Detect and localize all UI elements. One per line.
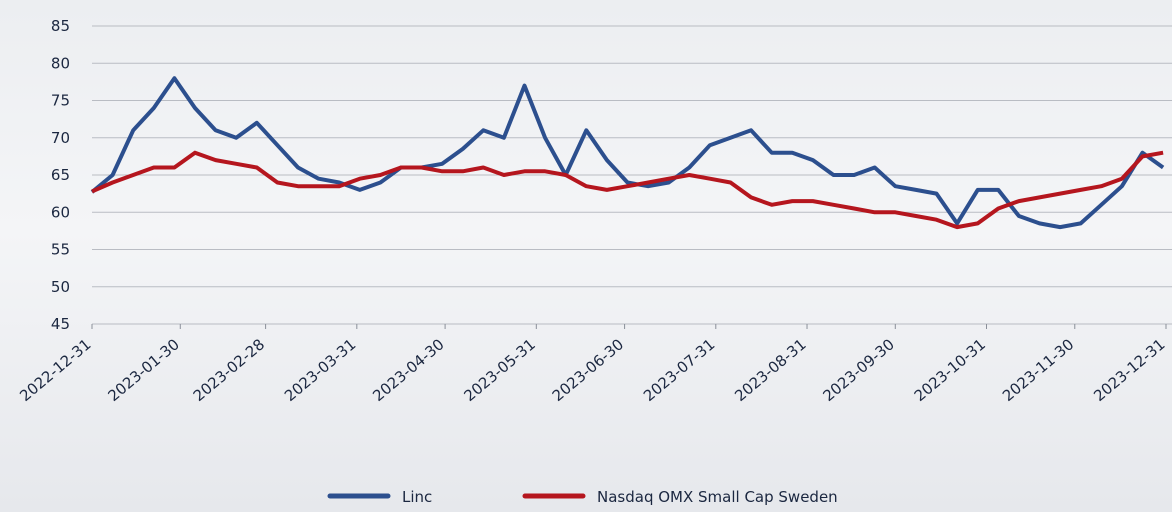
y-tick-label: 70 [51, 129, 70, 147]
y-tick-label: 60 [51, 203, 70, 221]
y-tick-label: 65 [51, 166, 70, 184]
page: {"chart_data": {"type": "line", "x": ["2… [0, 0, 1172, 512]
x-tick-label: 2023-07-31 [640, 335, 718, 405]
y-tick-label: 80 [51, 54, 70, 72]
legend-label: Nasdaq OMX Small Cap Sweden [597, 488, 838, 506]
x-tick-label: 2023-12-31 [1090, 335, 1168, 405]
legend-label: Linc [402, 488, 432, 506]
x-tick-label: 2023-11-30 [999, 335, 1077, 405]
x-tick-label: 2023-06-30 [549, 335, 627, 405]
y-tick-label: 75 [51, 92, 70, 110]
x-tick-label: 2022-12-31 [16, 335, 94, 405]
x-tick-label: 2023-02-28 [190, 335, 268, 405]
chart: 4550556065707580852022-12-312023-01-3020… [0, 0, 1172, 512]
x-tick-label: 2023-04-30 [369, 335, 447, 405]
x-tick-label: 2023-05-31 [461, 335, 539, 405]
series-line [92, 153, 1163, 227]
y-tick-label: 50 [51, 278, 70, 296]
x-tick-label: 2023-09-30 [820, 335, 898, 405]
y-tick-label: 85 [51, 17, 70, 35]
x-tick-label: 2023-01-30 [104, 335, 182, 405]
x-tick-label: 2023-10-31 [911, 335, 989, 405]
y-tick-label: 45 [51, 315, 70, 333]
x-tick-label: 2023-08-31 [731, 335, 809, 405]
y-tick-label: 55 [51, 241, 70, 259]
x-tick-label: 2023-03-31 [281, 335, 359, 405]
